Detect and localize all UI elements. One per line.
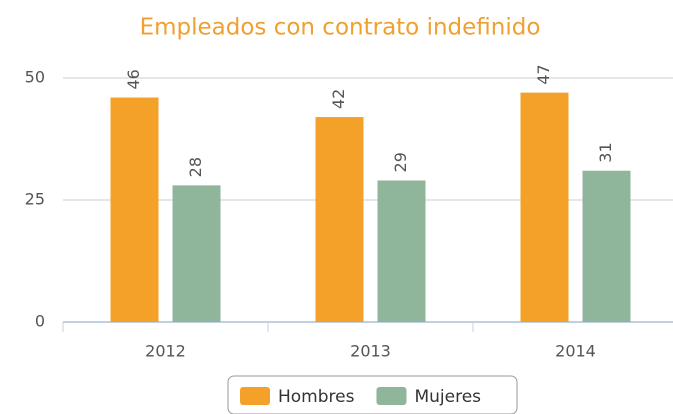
legend-label: Mujeres: [414, 387, 481, 407]
x-tick-label: 2012: [145, 342, 186, 361]
bar: [582, 170, 631, 322]
y-tick-label: 50: [25, 68, 45, 87]
data-label: 29: [391, 152, 410, 172]
data-label: 46: [124, 69, 143, 89]
bar: [172, 185, 221, 322]
legend-swatch: [376, 387, 407, 405]
data-label: 42: [329, 89, 348, 109]
bar: [377, 180, 426, 322]
bar: [315, 117, 364, 322]
chart-title: Empleados con contrato indefinido: [140, 15, 541, 41]
data-label: 28: [186, 157, 205, 177]
bar: [520, 92, 569, 322]
x-tick-label: 2014: [555, 342, 596, 361]
legend-swatch: [240, 387, 270, 405]
data-label: 47: [534, 64, 553, 84]
data-label: 31: [596, 142, 615, 162]
y-tick-label: 25: [25, 190, 45, 209]
x-tick-label: 2013: [350, 342, 391, 361]
legend-box: [227, 375, 518, 414]
y-tick-label: 0: [35, 312, 45, 331]
legend-label: Hombres: [278, 387, 355, 407]
bar: [110, 97, 159, 323]
